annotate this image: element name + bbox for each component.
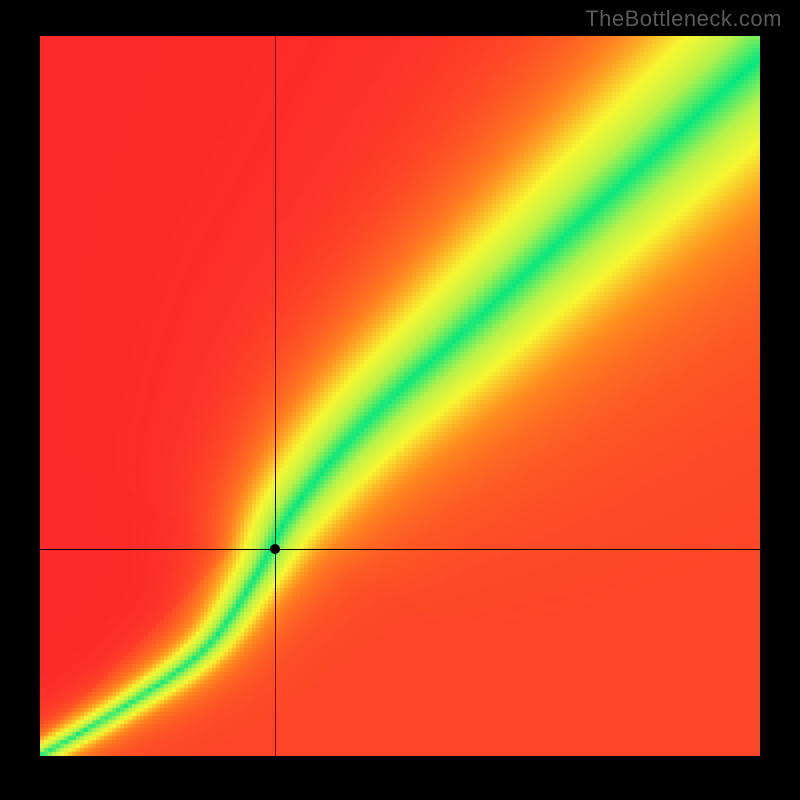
heatmap-canvas — [40, 36, 760, 756]
crosshair-horizontal — [40, 549, 760, 550]
bottleneck-heatmap — [40, 36, 760, 756]
watermark-text: TheBottleneck.com — [585, 6, 782, 32]
crosshair-vertical — [275, 36, 276, 756]
